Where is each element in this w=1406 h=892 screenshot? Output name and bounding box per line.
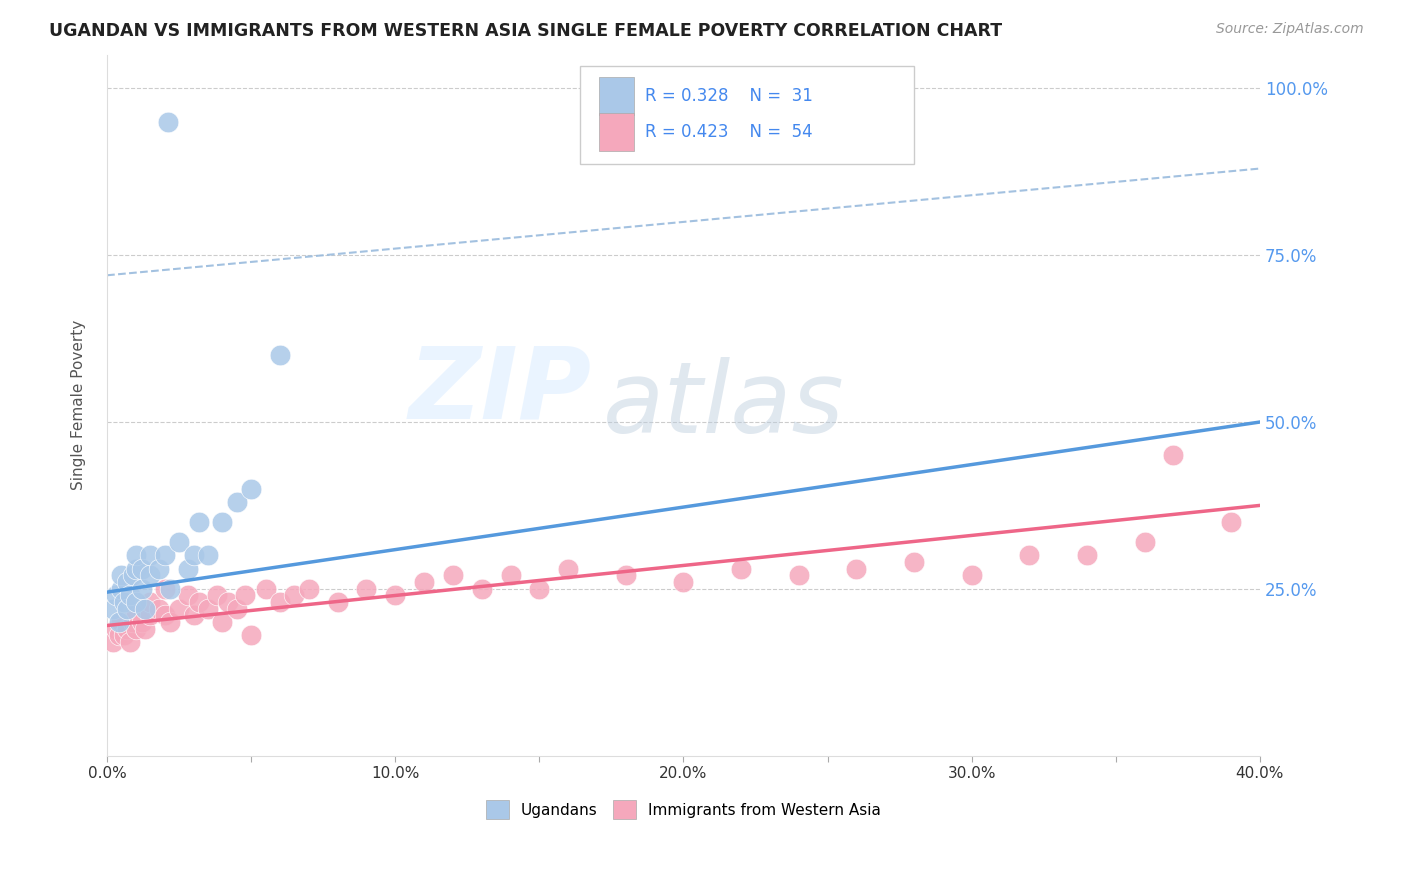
Point (117, 575, 139, 590)
Point (269, 348, 291, 362)
Point (197, 549, 219, 563)
Point (730, 562, 752, 576)
Point (1133, 535, 1156, 549)
Point (211, 615, 233, 629)
Point (139, 595, 162, 609)
Point (240, 628, 263, 642)
Point (125, 549, 148, 563)
Point (672, 575, 695, 590)
Point (183, 608, 205, 623)
Point (326, 595, 349, 609)
Point (110, 582, 132, 596)
Point (139, 549, 162, 563)
Point (177, 562, 200, 576)
Point (101, 635, 124, 649)
Point (167, 535, 190, 549)
Point (441, 568, 464, 582)
Point (614, 568, 637, 582)
Point (1076, 549, 1098, 563)
Point (529, 582, 551, 596)
Point (960, 568, 983, 582)
Point (112, 628, 135, 642)
Point (283, 589, 305, 603)
Point (148, 602, 170, 616)
Point (125, 608, 148, 623)
Point (197, 602, 219, 616)
Point (188, 595, 211, 609)
Text: R = 0.328    N =  31: R = 0.328 N = 31 (645, 87, 813, 104)
Point (134, 602, 156, 616)
Point (240, 482, 263, 496)
Point (117, 602, 139, 616)
Point (110, 615, 132, 629)
Point (384, 589, 406, 603)
Point (104, 589, 127, 603)
Point (110, 568, 132, 582)
Point (211, 515, 233, 529)
Point (188, 515, 211, 529)
Point (356, 582, 378, 596)
Point (471, 582, 494, 596)
Point (120, 635, 142, 649)
Point (903, 555, 925, 569)
Point (153, 608, 176, 623)
Point (125, 622, 148, 636)
Point (235, 589, 257, 603)
Point (167, 602, 190, 616)
Point (131, 562, 153, 576)
Point (217, 595, 239, 609)
Point (499, 568, 522, 582)
Point (122, 568, 145, 582)
Point (1018, 549, 1040, 563)
Point (153, 549, 176, 563)
Point (120, 589, 142, 603)
Point (156, 115, 179, 129)
Point (159, 582, 181, 596)
Point (107, 615, 129, 629)
Text: R = 0.423    N =  54: R = 0.423 N = 54 (645, 123, 813, 141)
FancyBboxPatch shape (599, 77, 634, 115)
Point (122, 615, 145, 629)
Point (131, 615, 153, 629)
Point (101, 602, 124, 616)
Point (134, 622, 156, 636)
Point (139, 568, 162, 582)
Text: Source: ZipAtlas.com: Source: ZipAtlas.com (1216, 22, 1364, 37)
Point (125, 562, 148, 576)
Y-axis label: Single Female Poverty: Single Female Poverty (72, 320, 86, 491)
Point (225, 495, 247, 509)
Point (148, 562, 170, 576)
Point (1163, 449, 1185, 463)
Point (1220, 515, 1243, 529)
Text: UGANDAN VS IMMIGRANTS FROM WESTERN ASIA SINGLE FEMALE POVERTY CORRELATION CHART: UGANDAN VS IMMIGRANTS FROM WESTERN ASIA … (49, 22, 1002, 40)
Point (205, 589, 228, 603)
Point (107, 628, 129, 642)
Point (177, 589, 200, 603)
Legend: Ugandans, Immigrants from Western Asia: Ugandans, Immigrants from Western Asia (479, 794, 887, 825)
FancyBboxPatch shape (579, 66, 914, 164)
Point (845, 562, 868, 576)
Point (153, 582, 176, 596)
Point (269, 595, 291, 609)
FancyBboxPatch shape (599, 113, 634, 152)
Text: atlas: atlas (603, 357, 845, 454)
Point (413, 575, 436, 590)
Point (183, 549, 205, 563)
Point (117, 622, 139, 636)
Point (139, 608, 162, 623)
Point (131, 582, 153, 596)
Point (557, 562, 579, 576)
Point (104, 622, 127, 636)
Point (225, 602, 247, 616)
Point (254, 582, 277, 596)
Point (112, 595, 135, 609)
Point (159, 615, 181, 629)
Point (125, 595, 148, 609)
Text: ZIP: ZIP (408, 343, 592, 440)
Point (787, 568, 810, 582)
Point (298, 582, 321, 596)
